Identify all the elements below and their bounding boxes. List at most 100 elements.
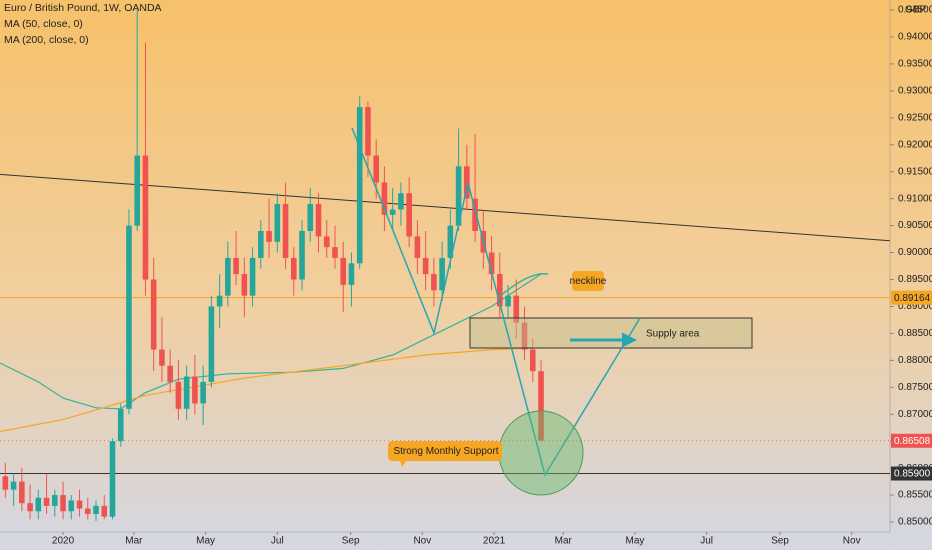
- candle-body: [389, 209, 396, 215]
- candle-body: [439, 257, 445, 291]
- candle-body: [225, 257, 231, 296]
- candle-body: [307, 204, 314, 231]
- candle-body: [35, 497, 42, 512]
- candle-body: [348, 263, 355, 285]
- zigzag: [351, 127, 641, 477]
- candle-body: [373, 155, 379, 183]
- candle-body: [472, 198, 478, 231]
- candle-body: [340, 257, 347, 285]
- candle-body: [414, 236, 421, 258]
- candle-body: [52, 495, 58, 506]
- y-tick-label: 0.88000: [898, 355, 932, 366]
- candle-body: [266, 230, 272, 242]
- candle-body: [2, 476, 9, 490]
- trendline: [0, 173, 891, 242]
- y-tick-label: 0.91500: [898, 166, 932, 177]
- candle-body: [93, 505, 99, 514]
- candle-body: [27, 503, 33, 512]
- candle-body: [455, 166, 462, 226]
- candle-body: [513, 295, 520, 323]
- support-circle: [498, 410, 584, 496]
- candle-body: [208, 306, 215, 382]
- candle-body: [142, 155, 149, 280]
- y-tick-label: 0.85500: [898, 490, 932, 501]
- y-tick-label: 0.93500: [898, 59, 932, 70]
- candle-body: [233, 257, 239, 275]
- candle-body: [126, 225, 132, 409]
- candle-body: [159, 349, 165, 366]
- candle-body: [76, 500, 83, 509]
- candle-body: [183, 376, 190, 409]
- candle-body: [282, 204, 289, 258]
- y-tick-label: 0.87500: [898, 382, 932, 393]
- candle-body: [447, 225, 454, 258]
- candle-body: [521, 322, 528, 350]
- candle-body: [241, 274, 248, 296]
- candle-body: [464, 166, 470, 199]
- candle-body: [84, 508, 91, 514]
- support-text: Strong Monthly Support: [393, 446, 498, 457]
- candle-body: [109, 441, 116, 517]
- candle-body: [192, 376, 198, 404]
- x-tick-label: May: [625, 536, 644, 547]
- currency: GBP: [905, 5, 926, 16]
- x-tick-label: May: [196, 536, 215, 547]
- candle-body: [365, 107, 371, 156]
- candle-body: [43, 497, 50, 506]
- candle-body: [249, 257, 256, 296]
- candle-body: [68, 500, 75, 512]
- y-tick-label: 0.85000: [898, 517, 932, 528]
- candle-body: [10, 481, 17, 490]
- y-tick-label: 0.93000: [898, 86, 932, 97]
- y-tick-label: 0.94500: [898, 5, 932, 16]
- candle-body: [299, 230, 305, 280]
- ma-line: [0, 347, 542, 433]
- candle-body: [117, 408, 124, 442]
- y-tick-label: 0.89500: [898, 274, 932, 285]
- price-tag-label: 0.89164: [894, 293, 931, 304]
- candle-body: [398, 193, 404, 210]
- x-tick-label: Jul: [271, 536, 284, 547]
- candle-body: [150, 279, 157, 350]
- candle-body: [274, 204, 281, 242]
- annotations: neckline Supply area Strong Monthly Supp…: [351, 127, 753, 496]
- support-bubble: [388, 441, 502, 467]
- x-tick-label: Mar: [555, 536, 573, 547]
- candle-body: [19, 481, 25, 504]
- neckline-bubble: [572, 271, 604, 291]
- candle-body: [101, 505, 108, 517]
- y-tick-label: 0.90000: [898, 247, 932, 258]
- candle-body: [505, 295, 511, 307]
- candle-body: [406, 193, 412, 237]
- candle-body: [315, 204, 322, 237]
- x-tick-label: Nov: [843, 536, 861, 547]
- price-tag-label: 0.86508: [894, 436, 931, 447]
- x-tick-label: Nov: [413, 536, 431, 547]
- candle-body: [356, 107, 363, 264]
- price-tag: [891, 433, 932, 448]
- candle-body: [216, 295, 223, 307]
- neckline-text: neckline: [570, 276, 607, 287]
- candle-body: [200, 381, 206, 404]
- ma-line: [0, 273, 542, 410]
- candle-body: [381, 182, 388, 215]
- candle-body: [258, 230, 264, 258]
- candle-body: [290, 257, 297, 280]
- candle-body: [134, 155, 141, 226]
- x-tick-label: 2021: [483, 536, 506, 547]
- price-tag: [891, 466, 932, 481]
- x-tick-label: Mar: [125, 536, 143, 547]
- x-tick-label: Sep: [771, 536, 789, 547]
- x-tick-label: Sep: [342, 536, 360, 547]
- price-tag-label: 0.85900: [894, 469, 931, 480]
- candle-body: [431, 274, 437, 291]
- candle-body: [497, 274, 503, 307]
- y-tick-label: 0.88500: [898, 328, 932, 339]
- price-tag: [891, 290, 932, 305]
- supply-text: Supply area: [646, 329, 700, 340]
- candle-body: [422, 257, 429, 275]
- candle-body: [60, 495, 66, 512]
- symbol-title: Euro / British Pound, 1W, OANDA: [4, 2, 162, 14]
